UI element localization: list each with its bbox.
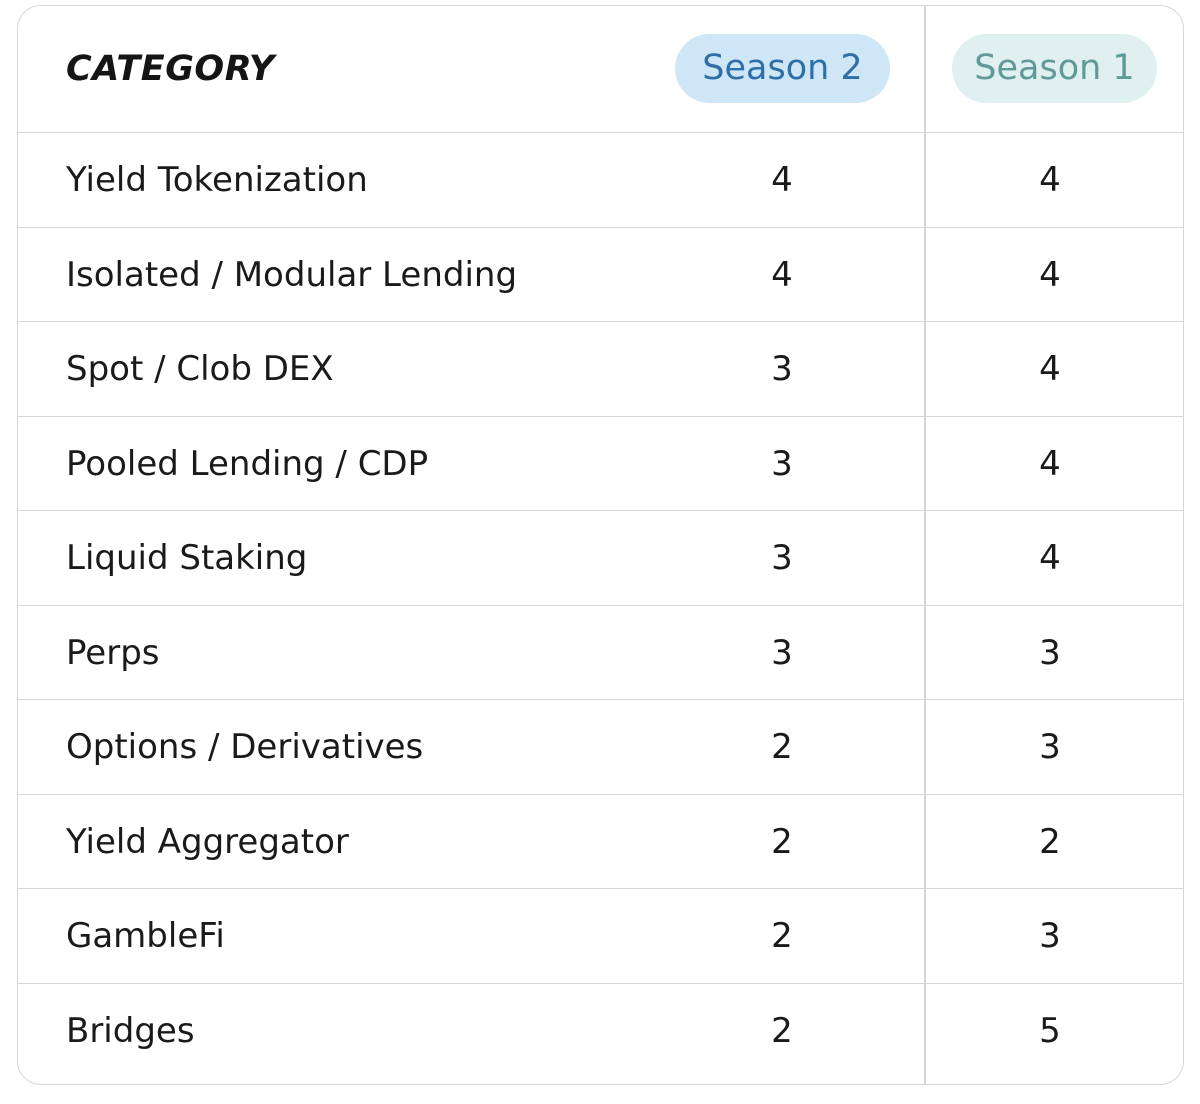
category-header: CATEGORY [66, 49, 275, 89]
table-body: Yield Tokenization 4 4 Isolated / Modula… [18, 133, 1183, 1078]
category-cell: Pooled Lending / CDP [66, 443, 429, 484]
table-header: CATEGORY Season 2 Season 1 [18, 6, 1183, 133]
season-1-cell: 4 [1039, 160, 1061, 200]
season-2-cell: 3 [771, 349, 793, 389]
season-2-cell: 3 [771, 632, 793, 673]
category-cell: Perps [66, 632, 160, 673]
season-2-cell: 3 [771, 443, 793, 484]
category-cell: Liquid Staking [66, 538, 308, 578]
season-2-cell: 3 [771, 538, 793, 578]
category-cell: Yield Tokenization [66, 160, 368, 200]
season-1-cell: 3 [1039, 916, 1061, 956]
table-row: Isolated / Modular Lending 4 4 [18, 228, 1183, 322]
table-row: Bridges 2 5 [18, 984, 1183, 1079]
column-divider [924, 6, 926, 1084]
season-2-cell: 2 [771, 821, 793, 862]
season-2-cell: 2 [771, 916, 793, 956]
season-1-cell: 4 [1039, 349, 1061, 389]
table-row: Spot / Clob DEX 3 4 [18, 322, 1183, 417]
season-1-cell: 3 [1039, 727, 1061, 767]
season-1-cell: 5 [1039, 1010, 1061, 1051]
category-cell: Options / Derivatives [66, 727, 424, 767]
category-cell: Isolated / Modular Lending [66, 254, 518, 295]
season-1-cell: 4 [1039, 443, 1061, 484]
table-row: Perps 3 3 [18, 606, 1183, 700]
category-cell: Bridges [66, 1010, 195, 1051]
season-1-cell: 3 [1039, 632, 1061, 673]
season-2-cell: 2 [771, 1010, 793, 1051]
table-row: Pooled Lending / CDP 3 4 [18, 417, 1183, 511]
season-1-cell: 4 [1039, 254, 1061, 295]
season-2-cell: 4 [771, 254, 793, 295]
category-cell: GambleFi [66, 916, 225, 956]
season-2-cell: 2 [771, 727, 793, 767]
table-row: Options / Derivatives 2 3 [18, 700, 1183, 795]
table-row: Liquid Staking 3 4 [18, 511, 1183, 606]
season-1-header-pill: Season 1 [952, 34, 1157, 103]
comparison-table: CATEGORY Season 2 Season 1 Yield Tokeniz… [17, 5, 1184, 1085]
category-cell: Yield Aggregator [66, 821, 349, 862]
table-row: GambleFi 2 3 [18, 889, 1183, 984]
season-1-cell: 2 [1039, 821, 1061, 862]
table-row: Yield Aggregator 2 2 [18, 795, 1183, 889]
season-2-cell: 4 [771, 160, 793, 200]
season-2-header-pill: Season 2 [675, 34, 890, 103]
category-cell: Spot / Clob DEX [66, 349, 334, 389]
season-1-cell: 4 [1039, 538, 1061, 578]
table-row: Yield Tokenization 4 4 [18, 133, 1183, 228]
